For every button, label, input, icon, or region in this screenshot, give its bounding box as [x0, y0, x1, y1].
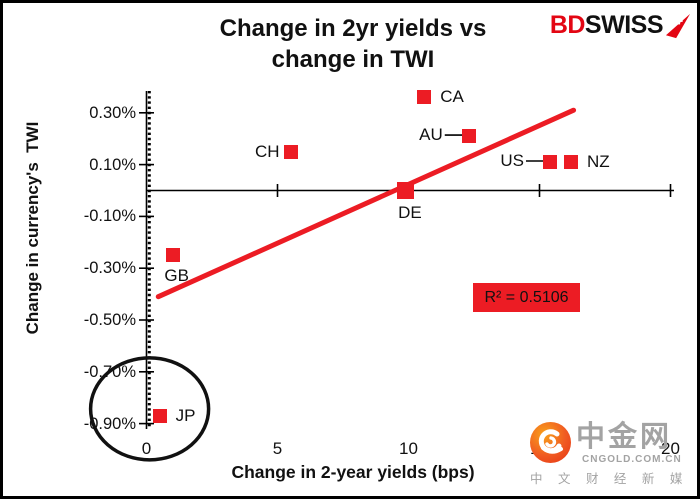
cngold-cloud-logo-icon [530, 422, 571, 463]
trend-line [155, 107, 577, 300]
bdswiss-logo: BD SWISS [550, 11, 691, 40]
data-point-gb [165, 248, 180, 263]
cngold-domain: CNGOLD.COM.CN [582, 454, 682, 465]
cngold-watermark: 中金网 CNGOLD.COM.CN 中 文 财 经 新 媒 体 [526, 420, 697, 492]
data-point-label-nz: NZ [586, 152, 610, 171]
data-point-au [461, 129, 476, 144]
circle-annotation-jp [88, 356, 211, 462]
chart-title: Change in 2yr yields vs change in TWI [73, 13, 633, 75]
swiss-flag-arrow-icon [665, 13, 691, 39]
y-tick-label: -0.90% [83, 414, 136, 433]
data-point-label-gb: GB [164, 266, 189, 286]
y-tick-label: 0.10% [89, 155, 136, 174]
y-tick-label: 0.30% [89, 103, 136, 122]
data-point-label-jp: JP [175, 405, 196, 425]
cngold-tagline: 中 文 财 经 新 媒 体 [530, 472, 700, 486]
data-point-nz [563, 155, 578, 169]
data-point-ca [417, 90, 432, 105]
x-axis-title: Change in 2-year yields (bps) [231, 462, 475, 482]
logo-bd-text: BD [549, 11, 586, 39]
data-point-us [542, 155, 557, 169]
x-tick-label: 0 [141, 439, 152, 458]
r-squared-badge: R² = 0.5106 [473, 283, 580, 312]
data-point-de [397, 182, 415, 199]
y-tick-label: -0.50% [83, 311, 136, 329]
data-point-jp [152, 408, 167, 423]
title-line-2: change in TWI [271, 46, 435, 73]
x-tick-label: 10 [399, 439, 418, 458]
y-tick-label: -0.70% [83, 362, 136, 381]
title-line-1: Change in 2yr yields vs [219, 15, 487, 42]
data-point-ch [283, 144, 298, 159]
y-tick-label: -0.30% [83, 259, 136, 278]
data-point-label-us: US [500, 151, 524, 170]
x-tick-label: 5 [272, 439, 283, 458]
data-point-label-au: AU [419, 125, 443, 145]
x-tick-label: 20 [661, 439, 680, 458]
cngold-name: 中金网 [576, 421, 673, 453]
y-tick-label: -0.10% [83, 207, 136, 226]
logo-swiss-text: SWISS [584, 11, 664, 39]
data-point-label-ca: CA [440, 87, 464, 107]
data-point-label-de: DE [398, 203, 422, 222]
data-point-label-ch: CH [255, 141, 280, 161]
